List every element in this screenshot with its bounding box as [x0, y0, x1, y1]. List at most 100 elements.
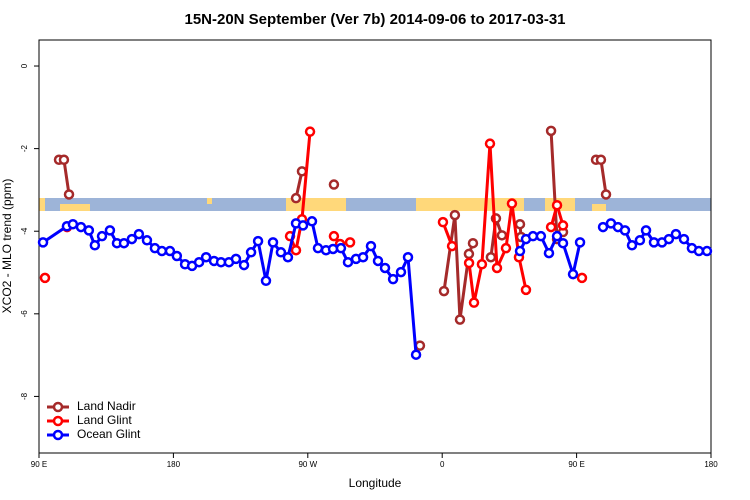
- y-axis-label: XCO2 - MLO trend (ppm): [0, 179, 14, 314]
- data-point: [437, 216, 449, 228]
- data-point: [58, 154, 70, 166]
- data-point: [514, 245, 526, 257]
- data-point: [141, 235, 153, 246]
- data-point: [104, 225, 116, 236]
- data-point: [328, 179, 340, 190]
- data-point: [557, 220, 569, 231]
- data-point: [701, 245, 713, 257]
- data-point: [463, 257, 475, 269]
- data-point: [500, 242, 512, 254]
- data-point: [410, 349, 422, 360]
- data-point: [545, 125, 557, 137]
- series-line: [288, 131, 312, 256]
- data-point: [96, 230, 108, 242]
- data-point: [39, 272, 51, 284]
- legend-marker: [52, 429, 64, 441]
- data-point: [449, 209, 461, 221]
- data-point: [476, 259, 488, 270]
- data-point: [260, 275, 272, 287]
- legend-label: Land Glint: [77, 413, 132, 427]
- data-point: [365, 240, 377, 252]
- data-point: [83, 225, 95, 236]
- legend-marker: [52, 401, 64, 413]
- data-point: [634, 235, 646, 246]
- y-tick-label: -6: [20, 310, 29, 318]
- data-point: [514, 218, 526, 230]
- data-point: [312, 242, 324, 254]
- data-point: [446, 240, 458, 252]
- data-point: [468, 297, 480, 308]
- data-point: [520, 284, 532, 296]
- data-point: [306, 216, 318, 227]
- data-point: [414, 340, 426, 351]
- data-point: [297, 220, 309, 231]
- data-point: [670, 228, 682, 240]
- data-point: [290, 192, 302, 204]
- data-point: [402, 251, 414, 263]
- data-point: [574, 237, 586, 248]
- data-point: [126, 233, 138, 245]
- data-point: [290, 244, 302, 256]
- data-point: [496, 230, 508, 241]
- x-tick-label: 180: [167, 460, 181, 469]
- y-tick-label: -2: [20, 145, 29, 153]
- data-point: [282, 251, 294, 263]
- data-point: [171, 250, 183, 262]
- data-point: [640, 225, 652, 236]
- data-point: [597, 221, 609, 233]
- data-point: [438, 285, 450, 297]
- data-point: [663, 233, 675, 245]
- data-point: [551, 230, 563, 242]
- x-tick-label: 0: [440, 460, 445, 469]
- data-point: [693, 245, 705, 257]
- data-point: [454, 314, 466, 325]
- data-point: [463, 248, 475, 260]
- legend-label: Ocean Glint: [77, 427, 141, 441]
- data-point: [491, 262, 503, 274]
- data-point: [567, 268, 579, 280]
- x-tick-label: 90 E: [31, 460, 47, 469]
- data-point: [576, 272, 588, 284]
- data-point: [335, 242, 347, 254]
- data-point: [357, 251, 369, 263]
- data-point: [545, 221, 557, 233]
- data-point: [372, 255, 384, 267]
- legend-marker: [52, 415, 64, 427]
- data-point: [344, 237, 356, 248]
- data-point: [275, 247, 287, 258]
- data-point: [133, 228, 145, 240]
- data-point: [619, 225, 631, 236]
- data-point: [551, 199, 563, 211]
- data-point: [535, 230, 547, 242]
- data-point: [238, 259, 250, 271]
- data-point: [484, 138, 496, 149]
- data-point: [485, 251, 497, 263]
- plot-frame: [38, 39, 712, 454]
- x-tick-label: 180: [704, 460, 718, 469]
- data-point: [467, 237, 479, 249]
- data-point: [63, 189, 75, 200]
- data-point: [156, 245, 168, 257]
- data-point: [648, 237, 660, 248]
- data-point: [600, 189, 612, 200]
- data-point: [245, 247, 257, 258]
- data-point: [304, 126, 316, 137]
- data-point: [193, 256, 205, 268]
- data-point: [626, 240, 638, 251]
- data-point: [543, 247, 555, 259]
- data-point: [164, 245, 176, 257]
- y-tick-label: -8: [20, 392, 29, 400]
- data-point: [557, 237, 569, 249]
- data-point: [379, 262, 391, 274]
- data-point: [387, 273, 399, 285]
- legend-label: Land Nadir: [77, 399, 136, 413]
- data-point: [200, 251, 212, 263]
- data-point: [328, 230, 340, 242]
- data-point: [678, 233, 690, 245]
- x-tick-label: 90 W: [298, 460, 317, 469]
- data-point: [37, 237, 49, 248]
- series-line: [42, 219, 418, 355]
- land-ocean-strip: [39, 198, 711, 211]
- data-point: [506, 198, 518, 209]
- x-tick-label: 90 E: [568, 460, 584, 469]
